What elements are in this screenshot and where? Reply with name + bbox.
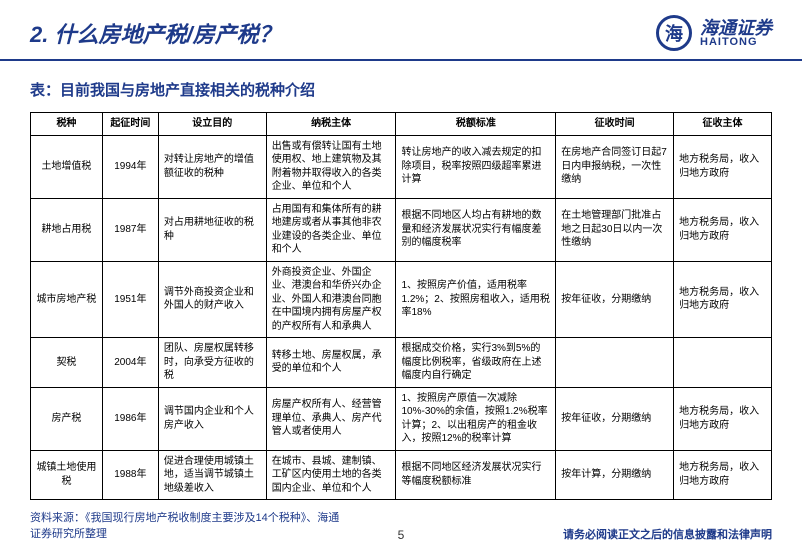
table-cell: 促进合理使用城镇土地，适当调节城镇土地级差收入	[158, 450, 266, 500]
table-cell: 耕地占用税	[31, 198, 103, 261]
table-cell: 在土地管理部门批准占地之日起30日以内一次性缴纳	[556, 198, 674, 261]
page-number: 5	[398, 528, 405, 542]
table-cell: 1951年	[102, 261, 158, 338]
table-cell: 契税	[31, 338, 103, 388]
table-cell: 在城市、县城、建制镇、工矿区内使用土地的各类国内企业、单位和个人	[266, 450, 396, 500]
brand-name-en: HAITONG	[700, 37, 772, 48]
tax-table: 税种 起征时间 设立目的 纳税主体 税额标准 征收时间 征收主体 土地增值税19…	[30, 112, 772, 500]
table-row: 城市房地产税1951年调节外商投资企业和外国人的财产收入外商投资企业、外国企业、…	[31, 261, 772, 338]
col-header: 征收时间	[556, 113, 674, 136]
table-cell: 城镇土地使用税	[31, 450, 103, 500]
table-cell: 1986年	[102, 387, 158, 450]
table-container: 税种 起征时间 设立目的 纳税主体 税额标准 征收时间 征收主体 土地增值税19…	[0, 112, 802, 500]
table-cell: 地方税务局，收入归地方政府	[674, 450, 772, 500]
table-cell: 转让房地产的收入减去规定的扣除项目，税率按照四级超率累进计算	[396, 135, 556, 198]
brand-logo: 海 海通证券 HAITONG	[656, 15, 772, 51]
table-cell: 1988年	[102, 450, 158, 500]
table-cell: 按年计算，分期缴纳	[556, 450, 674, 500]
page-title: 2. 什么房地产税/房产税？	[30, 17, 281, 49]
table-header-row: 税种 起征时间 设立目的 纳税主体 税额标准 征收时间 征收主体	[31, 113, 772, 136]
table-cell: 出售或有偿转让国有土地使用权、地上建筑物及其附着物并取得收入的各类企业、单位和个…	[266, 135, 396, 198]
table-cell: 1994年	[102, 135, 158, 198]
col-header: 纳税主体	[266, 113, 396, 136]
table-cell: 根据不同地区经济发展状况实行等幅度税额标准	[396, 450, 556, 500]
table-cell: 对占用耕地征收的税种	[158, 198, 266, 261]
table-row: 房产税1986年调节国内企业和个人房产收入房屋产权所有人、经营管理单位、承典人、…	[31, 387, 772, 450]
col-header: 税种	[31, 113, 103, 136]
table-cell: 2004年	[102, 338, 158, 388]
header: 2. 什么房地产税/房产税？ 海 海通证券 HAITONG	[0, 0, 802, 61]
table-cell: 占用国有和集体所有的耕地建房或者从事其他非农业建设的各类企业、单位和个人	[266, 198, 396, 261]
table-cell: 土地增值税	[31, 135, 103, 198]
col-header: 起征时间	[102, 113, 158, 136]
table-cell: 调节国内企业和个人房产收入	[158, 387, 266, 450]
table-cell: 地方税务局，收入归地方政府	[674, 135, 772, 198]
table-row: 土地增值税1994年对转让房地产的增值额征收的税种出售或有偿转让国有土地使用权、…	[31, 135, 772, 198]
brand-name-cn: 海通证券	[700, 19, 772, 37]
table-cell: 外商投资企业、外国企业、港澳台和华侨兴办企业、外国人和港澳台同胞在中国境内拥有房…	[266, 261, 396, 338]
table-row: 契税2004年团队、房屋权属转移时，向承受方征收的税转移土地、房屋权属，承受的单…	[31, 338, 772, 388]
table-cell: 房产税	[31, 387, 103, 450]
table-cell: 1、按照房产原值一次减除10%-30%的余值，按照1.2%税率计算；2、以出租房…	[396, 387, 556, 450]
table-cell: 转移土地、房屋权属，承受的单位和个人	[266, 338, 396, 388]
table-cell: 地方税务局，收入归地方政府	[674, 261, 772, 338]
table-cell: 地方税务局，收入归地方政府	[674, 198, 772, 261]
col-header: 税额标准	[396, 113, 556, 136]
disclaimer-text: 请务必阅读正文之后的信息披露和法律声明	[563, 526, 772, 542]
table-cell	[556, 338, 674, 388]
table-cell: 根据不同地区人均占有耕地的数量和经济发展状况实行有幅度差别的幅度税率	[396, 198, 556, 261]
table-cell: 按年征收，分期缴纳	[556, 261, 674, 338]
table-cell	[674, 338, 772, 388]
source-text: 资料来源：《我国现行房地产税收制度主要涉及14个税种》、海通证券研究所整理	[30, 511, 350, 542]
table-row: 耕地占用税1987年对占用耕地征收的税种占用国有和集体所有的耕地建房或者从事其他…	[31, 198, 772, 261]
table-cell: 根据成交价格，实行3%到5%的幅度比例税率，省级政府在上述幅度内自行确定	[396, 338, 556, 388]
brand-icon: 海	[656, 15, 692, 51]
table-cell: 在房地产合同签订日起7日内申报纳税，一次性缴纳	[556, 135, 674, 198]
table-cell: 按年征收，分期缴纳	[556, 387, 674, 450]
table-cell: 城市房地产税	[31, 261, 103, 338]
table-cell: 1987年	[102, 198, 158, 261]
footer: 资料来源：《我国现行房地产税收制度主要涉及14个税种》、海通证券研究所整理 5 …	[0, 511, 802, 542]
table-cell: 房屋产权所有人、经营管理单位、承典人、房产代管人或者使用人	[266, 387, 396, 450]
table-cell: 调节外商投资企业和外国人的财产收入	[158, 261, 266, 338]
table-cell: 对转让房地产的增值额征收的税种	[158, 135, 266, 198]
col-header: 征收主体	[674, 113, 772, 136]
table-row: 城镇土地使用税1988年促进合理使用城镇土地，适当调节城镇土地级差收入在城市、县…	[31, 450, 772, 500]
table-cell: 团队、房屋权属转移时，向承受方征收的税	[158, 338, 266, 388]
table-cell: 地方税务局，收入归地方政府	[674, 387, 772, 450]
col-header: 设立目的	[158, 113, 266, 136]
table-caption: 表：目前我国与房地产直接相关的税种介绍	[0, 61, 802, 112]
table-cell: 1、按照房产价值，适用税率1.2%；2、按照房租收入，适用税率18%	[396, 261, 556, 338]
brand-text: 海通证券 HAITONG	[700, 19, 772, 48]
